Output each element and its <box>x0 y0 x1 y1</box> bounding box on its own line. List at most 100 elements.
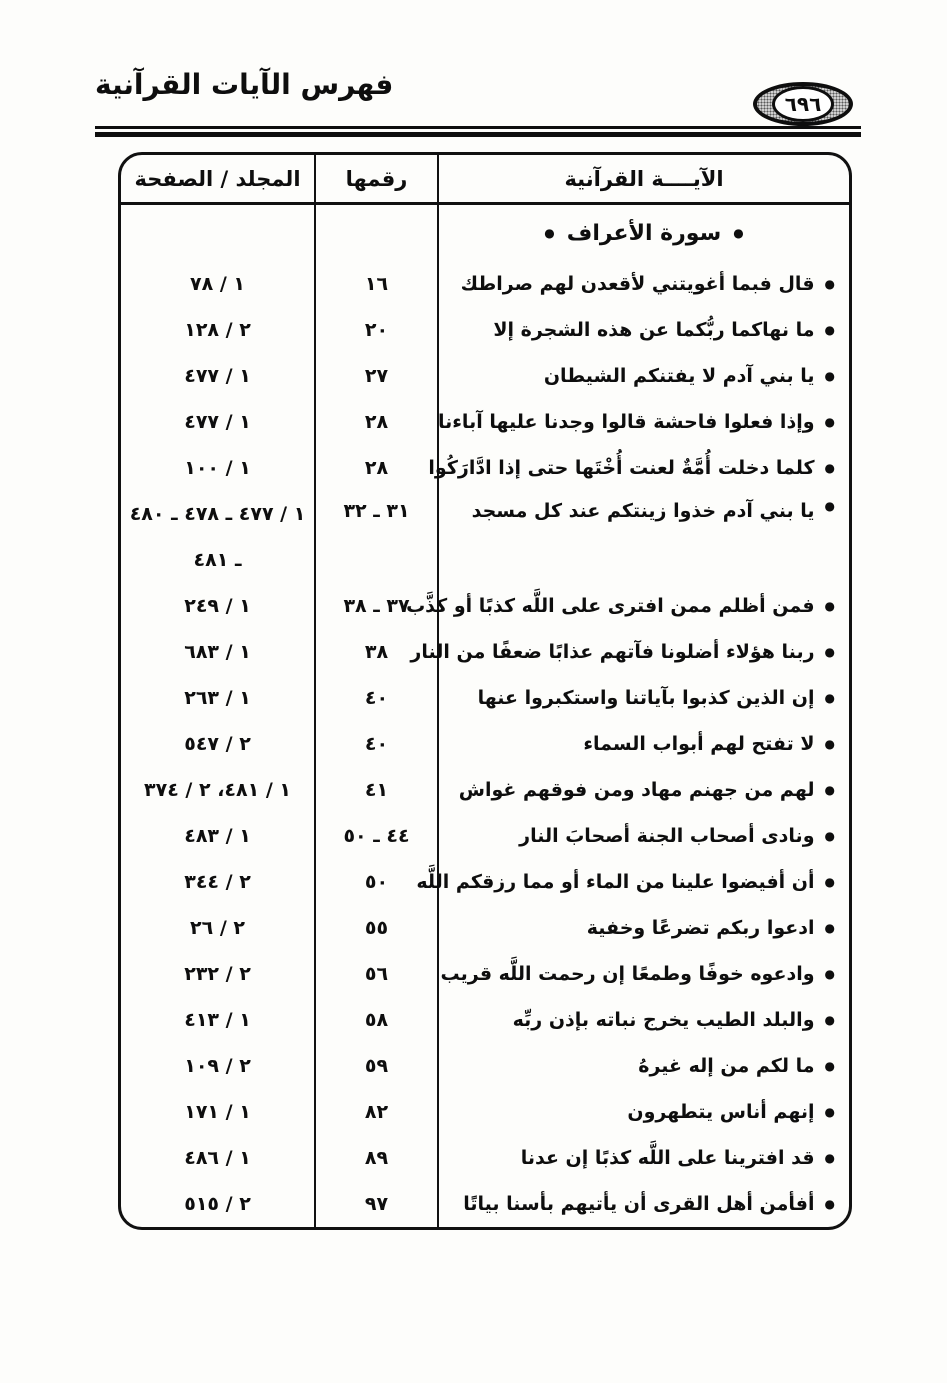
verse-number-cell: ٢٠ <box>314 307 437 353</box>
verse-number-cell: ٩٧ <box>314 1181 437 1227</box>
volume-page-cell: ١ / ٤٨١، ٢ / ٣٧٤ <box>144 779 291 801</box>
verse-cell: ● فمن أظلم ممن افترى على اللَّه كذبًا أو… <box>406 583 849 629</box>
bullet-icon: ● <box>824 1013 835 1027</box>
volume-page-cell: ١ / ١٠٠ <box>184 457 251 479</box>
verse-text: ونادى أصحاب الجنة أصحابَ النار <box>519 825 815 847</box>
bullet-icon: ● <box>824 875 835 889</box>
rule-thin-line <box>95 126 861 129</box>
verse-number-cell: ٥٥ <box>314 905 437 951</box>
volume-page-cell: ١ / ٤٧٧ ـ ٤٧٨ ـ ٤٨٠ ـ ٤٨١ <box>129 503 306 571</box>
verse-cell: ● إن الذين كذبوا بآياتنا واستكبروا عنها <box>437 675 849 721</box>
volume-page-cell: ٢ / ٥٤٧ <box>184 733 251 755</box>
table-row: ● يا بني آدم لا يفتنكم الشيطان ٢٧ ١ / ٤٧… <box>121 353 849 399</box>
verse-text: أفأمن أهل القرى أن يأتيهم بأسنا بياتًا <box>463 1193 815 1215</box>
table-row: ● لهم من جهنم مهاد ومن فوقهم غواش ٤١ ١ /… <box>121 767 849 813</box>
verse-cell: ● إنهم أناس يتطهرون <box>437 1089 849 1135</box>
table-row: ● وإذا فعلوا فاحشة قالوا وجدنا عليها آبا… <box>121 399 849 445</box>
verse-cell: ● ونادى أصحاب الجنة أصحابَ النار <box>437 813 849 859</box>
verse-number-cell: ٤٠ <box>314 721 437 767</box>
verse-cell: ● كلما دخلت أُمَّةٌ لعنت أُخْتَها حتى إذ… <box>428 445 849 491</box>
verse-number-cell: ٨٢ <box>314 1089 437 1135</box>
verse-number-cell: ٥٨ <box>314 997 437 1043</box>
verse-number-cell: ٢٨ <box>314 399 437 445</box>
verse-text: لا تفتح لهم أبواب السماء <box>583 733 815 755</box>
table-body: ● قال فبما أغويتني لأقعدن لهم صراطك ١٦ ١… <box>121 261 849 1227</box>
verse-number-cell: ٢٨ <box>314 445 437 491</box>
volume-page-cell: ١ / ٧٨ <box>190 273 245 295</box>
verse-cell: ● قد افترينا على اللَّه كذبًا إن عدنا <box>437 1135 849 1181</box>
volume-page-cell: ١ / ٤٨٦ <box>184 1147 251 1169</box>
bullet-icon: ● <box>824 691 835 705</box>
volume-page-cell: ٢ / ١٠٩ <box>184 1055 251 1077</box>
column-header-number: رقمها <box>314 155 437 205</box>
verse-text: وإذا فعلوا فاحشة قالوا وجدنا عليها آباءن… <box>437 411 815 433</box>
table-row: ● إنهم أناس يتطهرون ٨٢ ١ / ١٧١ <box>121 1089 849 1135</box>
verse-number-cell: ٣٨ <box>314 629 437 675</box>
verse-number-cell: ٢٧ <box>314 353 437 399</box>
table-row: ● يا بني آدم خذوا زينتكم عند كل مسجد ٣١ … <box>121 491 849 583</box>
surah-title: سورة الأعراف <box>566 220 722 246</box>
verse-number-cell: ٣١ ـ ٣٢ <box>314 491 437 583</box>
verse-text: أن أفيضوا علينا من الماء أو مما رزقكم ال… <box>416 871 815 893</box>
table-row: ● ادعوا ربكم تضرعًا وخفية ٥٥ ٢ / ٢٦ <box>121 905 849 951</box>
verse-text: إنهم أناس يتطهرون <box>627 1101 815 1123</box>
bullet-icon: ● <box>824 1059 835 1073</box>
header-divider-rule <box>95 126 861 137</box>
table-row: ● ربنا هؤلاء أضلونا فآتهم عذابًا ضعفًا م… <box>121 629 849 675</box>
surah-title-cell: ● سورة الأعراف ● <box>437 205 849 261</box>
surah-section-row: ● سورة الأعراف ● <box>121 205 849 261</box>
bullet-icon: ● <box>824 599 835 613</box>
verse-cell: ● لهم من جهنم مهاد ومن فوقهم غواش <box>437 767 849 813</box>
verse-cell: ● يا بني آدم خذوا زينتكم عند كل مسجد <box>437 491 849 583</box>
bullet-icon: ● <box>824 323 835 337</box>
page-title: فهرس الآيات القرآنية <box>95 68 394 101</box>
volume-page-cell: ٢ / ١٢٨ <box>184 319 251 341</box>
volume-page-cell: ١ / ٢٦٣ <box>184 687 251 709</box>
bullet-icon: ● <box>824 1105 835 1119</box>
table-row: ● لا تفتح لهم أبواب السماء ٤٠ ٢ / ٥٤٧ <box>121 721 849 767</box>
bullet-icon: ● <box>824 783 835 797</box>
table-row: ● كلما دخلت أُمَّةٌ لعنت أُخْتَها حتى إذ… <box>121 445 849 491</box>
volume-page-cell: ١ / ٤٧٧ <box>184 365 251 387</box>
volume-page-cell <box>121 205 314 261</box>
bullet-icon: ● <box>824 415 835 429</box>
verse-number-cell <box>314 205 437 261</box>
bullet-icon: ● <box>824 461 835 475</box>
bullet-icon: ● <box>824 967 835 981</box>
verse-number-cell: ٤٤ ـ ٥٠ <box>314 813 437 859</box>
verse-text: يا بني آدم خذوا زينتكم عند كل مسجد <box>471 500 815 522</box>
table-row: ● والبلد الطيب يخرج نباته بإذن ربِّه ٥٨ … <box>121 997 849 1043</box>
verse-cell: ● وادعوه خوفًا وطمعًا إن رحمت اللَّه قري… <box>437 951 849 997</box>
verse-cell: ● ما نهاكما ربُّكما عن هذه الشجرة إلا <box>437 307 849 353</box>
bullet-icon: ● <box>544 226 555 240</box>
verse-cell: ● أن أفيضوا علينا من الماء أو مما رزقكم … <box>416 859 849 905</box>
page-number: ٦٩٦ <box>772 86 834 122</box>
volume-page-cell: ١ / ٤٨٣ <box>184 825 251 847</box>
verse-number-cell: ٤٠ <box>314 675 437 721</box>
verse-text: يا بني آدم لا يفتنكم الشيطان <box>543 365 815 387</box>
verse-cell: ● ادعوا ربكم تضرعًا وخفية <box>437 905 849 951</box>
bullet-icon: ● <box>824 1197 835 1211</box>
verse-cell: ● وإذا فعلوا فاحشة قالوا وجدنا عليها آبا… <box>437 399 849 445</box>
verse-number-cell: ١٦ <box>314 261 437 307</box>
volume-page-cell: ١ / ٤١٣ <box>184 1009 251 1031</box>
verse-number-cell: ٣٧ ـ ٣٨ <box>314 583 437 629</box>
verse-text: ما لكم من إله غيرهُ <box>638 1055 815 1077</box>
table-row: ● قال فبما أغويتني لأقعدن لهم صراطك ١٦ ١… <box>121 261 849 307</box>
verse-text: إن الذين كذبوا بآياتنا واستكبروا عنها <box>477 687 815 709</box>
verse-cell: ● يا بني آدم لا يفتنكم الشيطان <box>437 353 849 399</box>
table-row: ● أن أفيضوا علينا من الماء أو مما رزقكم … <box>121 859 849 905</box>
volume-page-cell: ١ / ٦٨٣ <box>184 641 251 663</box>
bullet-icon: ● <box>824 645 835 659</box>
page-number-badge: ٦٩٦ <box>753 82 853 126</box>
table-row: ● أفأمن أهل القرى أن يأتيهم بأسنا بياتًا… <box>121 1181 849 1227</box>
verse-text: وادعوه خوفًا وطمعًا إن رحمت اللَّه قريب <box>440 963 815 985</box>
table-row: ● ما لكم من إله غيرهُ ٥٩ ٢ / ١٠٩ <box>121 1043 849 1089</box>
verse-cell: ● ربنا هؤلاء أضلونا فآتهم عذابًا ضعفًا م… <box>410 629 849 675</box>
bullet-icon: ● <box>824 277 835 291</box>
bullet-icon: ● <box>824 1151 835 1165</box>
bullet-icon: ● <box>824 369 835 383</box>
verse-text: كلما دخلت أُمَّةٌ لعنت أُخْتَها حتى إذا … <box>428 457 815 479</box>
table-row: ● ونادى أصحاب الجنة أصحابَ النار ٤٤ ـ ٥٠… <box>121 813 849 859</box>
